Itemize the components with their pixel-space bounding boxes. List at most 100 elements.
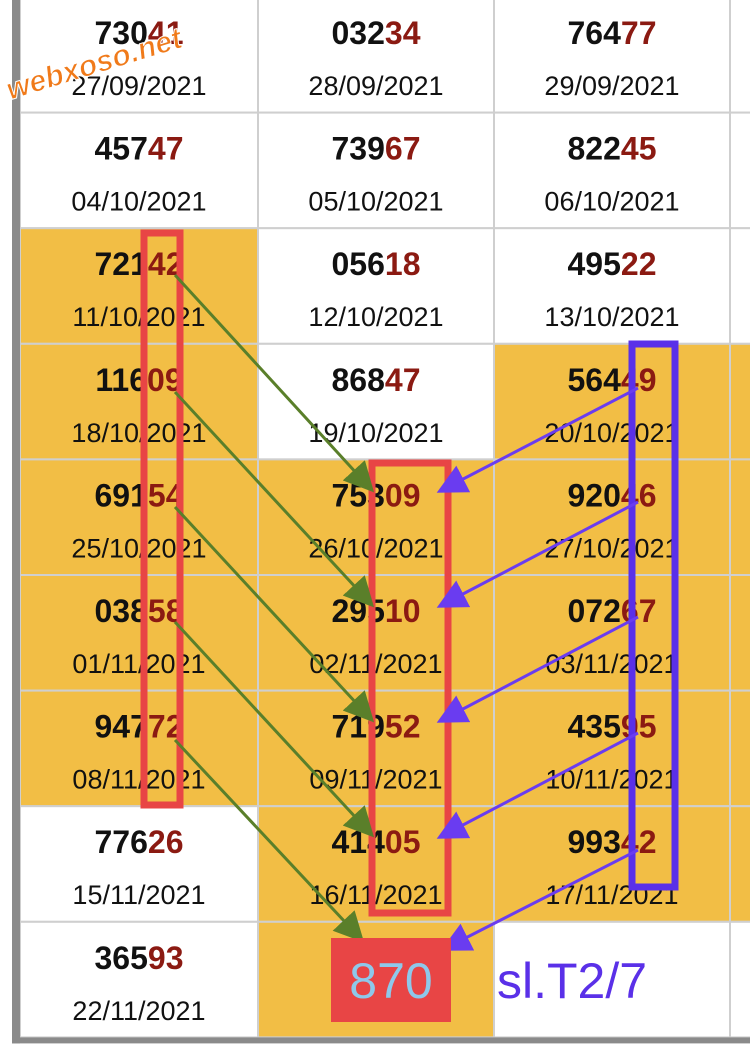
number-tail: 67 <box>385 131 421 167</box>
number: 75309 <box>332 477 421 513</box>
cell <box>19 805 259 923</box>
number-head: 072 <box>568 593 621 629</box>
result-number: 870 <box>349 953 432 1009</box>
cell <box>19 0 259 114</box>
date: 10/11/2021 <box>545 765 678 795</box>
cell <box>729 342 750 461</box>
number: 03234 <box>332 15 421 51</box>
number: 69154 <box>95 477 184 513</box>
cell <box>729 689 750 808</box>
number: 73967 <box>332 131 421 167</box>
number: 43595 <box>568 709 657 745</box>
cell <box>493 111 731 230</box>
date: 22/11/2021 <box>72 996 205 1026</box>
number: 41405 <box>332 824 421 860</box>
number-tail: 18 <box>385 246 421 282</box>
number-head: 691 <box>95 477 148 513</box>
date: 15/11/2021 <box>72 880 205 910</box>
number-head: 993 <box>568 824 621 860</box>
date: 12/10/2021 <box>308 302 443 332</box>
number: 36593 <box>95 940 184 976</box>
cell <box>257 0 495 114</box>
date: 01/11/2021 <box>72 649 205 679</box>
number: 45747 <box>95 131 184 167</box>
number-head: 868 <box>332 362 385 398</box>
date: 27/09/2021 <box>71 71 206 101</box>
date: 04/10/2021 <box>71 187 206 217</box>
number-head: 032 <box>332 15 385 51</box>
red-frame <box>140 229 184 809</box>
number: 11609 <box>95 362 182 398</box>
date: 27/10/2021 <box>544 533 679 563</box>
cell <box>257 342 495 461</box>
date: 13/10/2021 <box>544 302 679 332</box>
date: 16/11/2021 <box>309 880 442 910</box>
number-head: 920 <box>568 477 621 513</box>
cell <box>493 227 731 345</box>
number-head: 564 <box>568 362 622 398</box>
number: 73041 <box>95 15 184 51</box>
number: 29510 <box>332 593 421 629</box>
number: 86847 <box>332 362 421 398</box>
date: 05/10/2021 <box>308 187 443 217</box>
result-box <box>331 938 451 1022</box>
number-head: 764 <box>568 15 622 51</box>
number-tail: 49 <box>621 362 657 398</box>
number-head: 776 <box>95 824 148 860</box>
cell <box>729 805 750 923</box>
date: 19/10/2021 <box>308 418 443 448</box>
date: 20/10/2021 <box>544 418 679 448</box>
number-head: 495 <box>568 246 621 282</box>
number: 76477 <box>568 15 657 51</box>
bottom-border <box>12 1037 750 1044</box>
number-head: 365 <box>95 940 148 976</box>
number: 77626 <box>95 824 184 860</box>
date: 18/10/2021 <box>71 418 206 448</box>
cell <box>257 111 495 230</box>
cell <box>729 920 750 1039</box>
number-tail: 52 <box>385 709 421 745</box>
number: 94772 <box>95 709 184 745</box>
number-head: 414 <box>332 824 386 860</box>
green-arrows <box>173 273 375 943</box>
cell <box>729 574 750 692</box>
cell <box>493 0 731 114</box>
number: 82245 <box>568 131 657 167</box>
cell <box>493 920 731 1039</box>
number-head: 822 <box>568 131 621 167</box>
number-tail: 45 <box>621 131 657 167</box>
cell <box>19 111 259 230</box>
number-head: 457 <box>95 131 148 167</box>
date: 11/10/2021 <box>72 302 205 332</box>
date: 25/10/2021 <box>71 533 206 563</box>
number-tail: 41 <box>148 15 184 51</box>
number-head: 739 <box>332 131 385 167</box>
number-head: 295 <box>332 593 385 629</box>
cell <box>19 920 259 1039</box>
number-tail: 34 <box>385 15 421 51</box>
date: 28/09/2021 <box>308 71 443 101</box>
number: 05618 <box>332 246 421 282</box>
number: 71952 <box>332 709 421 745</box>
cell <box>257 227 495 345</box>
number: 07267 <box>568 593 657 629</box>
number-head: 753 <box>332 477 385 513</box>
number-tail: 26 <box>148 824 184 860</box>
number-tail: 09 <box>385 477 421 513</box>
cell <box>729 227 750 345</box>
number-head: 730 <box>95 15 148 51</box>
number-head: 056 <box>332 246 385 282</box>
number-tail: 47 <box>148 131 184 167</box>
number-tail: 10 <box>385 593 421 629</box>
cell <box>257 805 495 923</box>
number-tail: 47 <box>385 362 421 398</box>
number-head: 038 <box>95 593 148 629</box>
red-frame <box>368 459 452 917</box>
date: 02/11/2021 <box>309 649 442 679</box>
number: 92046 <box>568 477 657 513</box>
cell <box>19 574 259 692</box>
note: sl.T2/7 <box>497 953 647 1009</box>
cell <box>729 458 750 576</box>
number-head: 947 <box>95 709 148 745</box>
